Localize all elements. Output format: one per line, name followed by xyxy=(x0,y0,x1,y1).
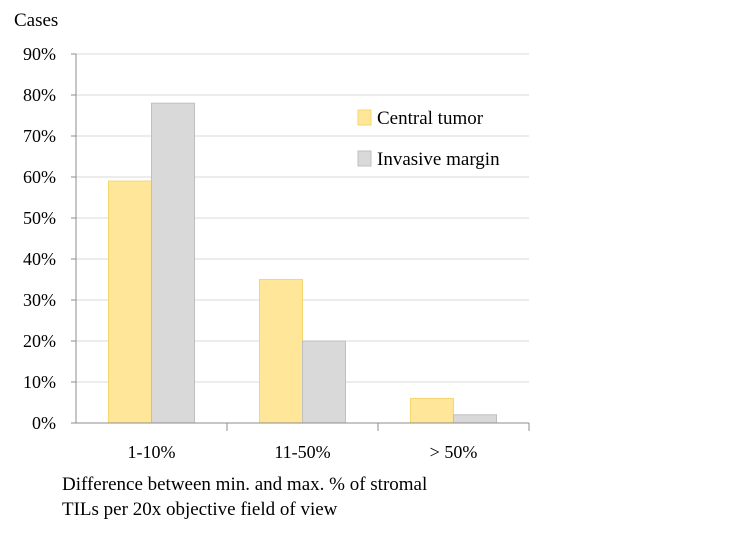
y-tick-label: 50% xyxy=(23,208,56,228)
bar-invasive-margin xyxy=(453,414,497,424)
legend-swatch-invasive-margin xyxy=(357,150,372,167)
legend-label-invasive-margin: Invasive margin xyxy=(377,149,500,170)
y-tick-label: 70% xyxy=(23,126,56,146)
bar-invasive-margin xyxy=(151,102,195,424)
y-tick-label: 90% xyxy=(23,44,56,64)
bars xyxy=(108,102,497,424)
x-tick-label: > 50% xyxy=(430,442,478,462)
y-tick-label: 20% xyxy=(23,331,56,351)
axes xyxy=(71,54,529,424)
x-tick-labels: 1-10% 11-50% > 50% xyxy=(128,423,530,462)
legend: Central tumor Invasive margin xyxy=(357,108,500,170)
y-tick-label: 10% xyxy=(23,372,56,392)
x-tick-label: 1-10% xyxy=(128,442,176,462)
y-tick-labels: 0% 10% 20% 30% 40% 50% 60% 70% 80% 90% xyxy=(23,44,76,433)
x-axis-title-line-2: TILs per 20x objective field of view xyxy=(62,499,338,520)
y-tick-label: 40% xyxy=(23,249,56,269)
y-tick-label: 0% xyxy=(32,413,56,433)
y-tick-label: 80% xyxy=(23,85,56,105)
y-tick-label: 60% xyxy=(23,167,56,187)
y-axis-title: Cases xyxy=(14,10,58,31)
legend-swatch-central-tumor xyxy=(357,109,372,126)
bar-central-tumor xyxy=(410,397,454,424)
x-tick-label: 11-50% xyxy=(274,442,330,462)
bar-central-tumor xyxy=(108,180,152,424)
x-axis-title-line-1: Difference between min. and max. % of st… xyxy=(62,474,427,495)
y-tick-label: 30% xyxy=(23,290,56,310)
bar-central-tumor xyxy=(259,279,303,424)
bar-invasive-margin xyxy=(302,340,346,424)
legend-label-central-tumor: Central tumor xyxy=(377,108,484,129)
